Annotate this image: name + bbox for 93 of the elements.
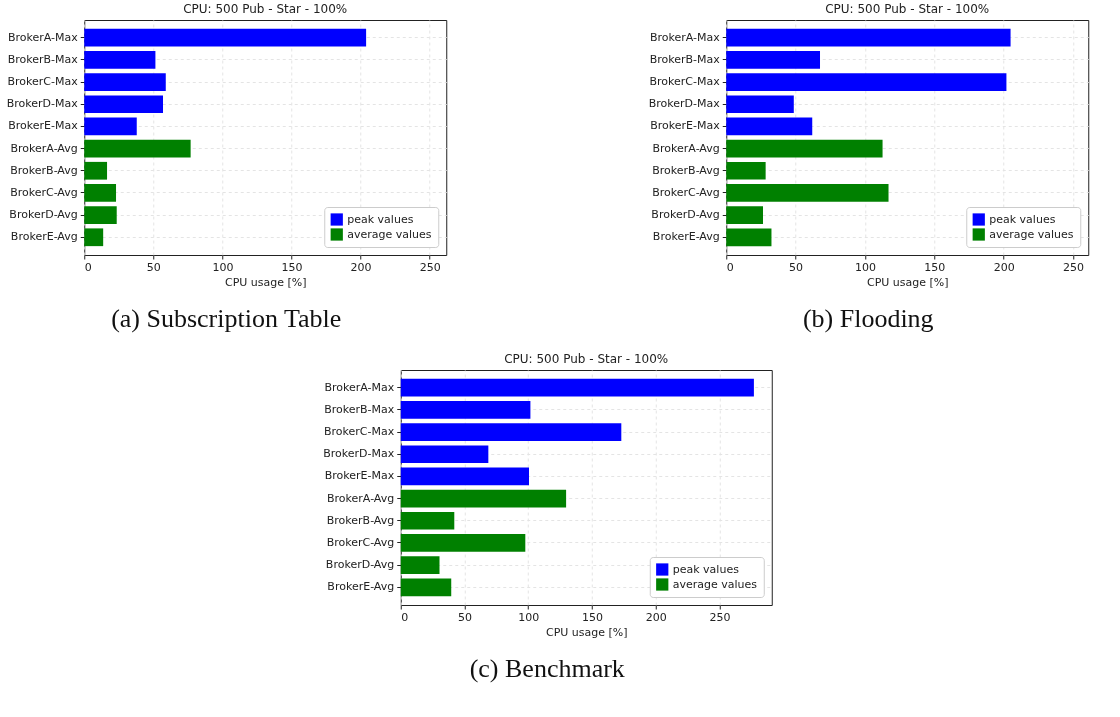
bar xyxy=(726,206,763,224)
bar xyxy=(400,556,440,574)
x-axis-title: CPU usage [%] xyxy=(224,275,307,289)
y-tick-label: BrokerC-Avg xyxy=(652,185,720,199)
y-tick-label: BrokerC-Avg xyxy=(326,535,395,549)
bar xyxy=(726,28,1011,47)
y-tick-label: BrokerC-Max xyxy=(7,75,79,89)
y-tick-label: BrokerA-Max xyxy=(7,30,79,44)
y-tick-label: BrokerD-Avg xyxy=(9,208,78,222)
x-tick-label: 0 xyxy=(84,260,92,274)
legend-label: average values xyxy=(989,227,1074,241)
y-tick-label: BrokerD-Avg xyxy=(325,558,395,572)
y-tick-label: BrokerB-Max xyxy=(324,402,395,416)
bar xyxy=(84,95,164,114)
x-tick-label: 0 xyxy=(726,260,734,274)
x-tick-label: 100 xyxy=(854,260,876,274)
x-axis-title: CPU usage [%] xyxy=(866,275,949,289)
y-tick-label: BrokerD-Max xyxy=(6,97,79,111)
x-tick-label: 200 xyxy=(993,260,1015,274)
x-tick-label: 200 xyxy=(350,260,372,274)
bar xyxy=(84,117,137,136)
bar xyxy=(84,206,117,224)
y-tick-label: BrokerB-Avg xyxy=(652,163,720,177)
bar xyxy=(400,578,452,597)
bar xyxy=(400,401,531,419)
y-tick-label: BrokerE-Avg xyxy=(327,580,395,594)
x-tick-label: 100 xyxy=(518,610,540,624)
bar xyxy=(400,467,530,486)
y-tick-label: BrokerD-Avg xyxy=(651,208,720,222)
y-tick-label: BrokerA-Max xyxy=(649,30,721,44)
bar xyxy=(400,534,526,552)
bar xyxy=(84,184,117,202)
bar xyxy=(726,184,889,202)
text: (b) Flooding xyxy=(802,303,934,333)
y-tick-label: BrokerA-Max xyxy=(324,380,395,394)
x-tick-label: 150 xyxy=(924,260,946,274)
chart-title: CPU: 500 Pub - Star - 100% xyxy=(825,2,990,16)
text: (a) Subscription Table xyxy=(111,303,342,333)
x-tick-label: 250 xyxy=(709,610,731,624)
bar xyxy=(84,73,166,91)
bar xyxy=(400,445,489,464)
x-tick-label: 100 xyxy=(212,260,234,274)
x-tick-label: 50 xyxy=(458,610,472,624)
text: (c) Benchmark xyxy=(469,653,625,683)
y-tick-label: BrokerE-Avg xyxy=(10,230,78,244)
legend-label: peak values xyxy=(672,562,740,576)
bar xyxy=(726,51,821,69)
y-tick-label: BrokerB-Avg xyxy=(326,513,395,527)
chart-title: CPU: 500 Pub - Star - 100% xyxy=(504,352,669,366)
y-tick-label: BrokerB-Max xyxy=(7,52,79,66)
bar xyxy=(400,423,622,441)
bar xyxy=(84,228,104,247)
y-tick-label: BrokerD-Max xyxy=(648,97,721,111)
y-tick-label: BrokerD-Max xyxy=(323,447,395,461)
legend-label: peak values xyxy=(989,212,1056,226)
bar xyxy=(400,511,455,530)
y-tick-label: BrokerC-Avg xyxy=(10,185,78,199)
x-tick-label: 150 xyxy=(581,610,603,624)
x-tick-label: 0 xyxy=(401,610,409,624)
bar xyxy=(726,139,883,158)
legend-label: peak values xyxy=(347,212,414,226)
y-tick-label: BrokerE-Max xyxy=(324,469,395,483)
y-tick-label: BrokerC-Max xyxy=(324,425,395,439)
x-tick-label: 200 xyxy=(645,610,667,624)
bar xyxy=(726,117,813,136)
y-tick-label: BrokerA-Avg xyxy=(652,141,720,155)
bar xyxy=(726,228,772,247)
y-tick-label: BrokerB-Max xyxy=(649,52,721,66)
x-tick-label: 250 xyxy=(1062,260,1084,274)
bar xyxy=(726,95,794,114)
y-tick-label: BrokerA-Avg xyxy=(10,141,78,155)
x-tick-label: 150 xyxy=(281,260,303,274)
bar xyxy=(84,28,367,47)
bar xyxy=(726,161,766,180)
y-tick-label: BrokerE-Max xyxy=(650,119,721,133)
x-tick-label: 50 xyxy=(789,260,804,274)
bar xyxy=(400,489,567,508)
bar xyxy=(84,161,108,180)
x-tick-label: 50 xyxy=(146,260,161,274)
legend-label: average values xyxy=(672,577,758,591)
y-tick-label: BrokerA-Avg xyxy=(327,491,395,505)
x-axis-title: CPU usage [%] xyxy=(545,625,628,639)
bar xyxy=(726,73,1007,91)
bar xyxy=(84,139,191,158)
x-tick-label: 250 xyxy=(419,260,441,274)
bar xyxy=(400,378,754,397)
bar xyxy=(84,51,156,69)
chart-title: CPU: 500 Pub - Star - 100% xyxy=(183,2,348,16)
y-tick-label: BrokerE-Avg xyxy=(652,230,720,244)
y-tick-label: BrokerB-Avg xyxy=(10,163,78,177)
y-tick-label: BrokerC-Max xyxy=(649,75,721,89)
y-tick-label: BrokerE-Max xyxy=(8,119,79,133)
legend-label: average values xyxy=(347,227,432,241)
